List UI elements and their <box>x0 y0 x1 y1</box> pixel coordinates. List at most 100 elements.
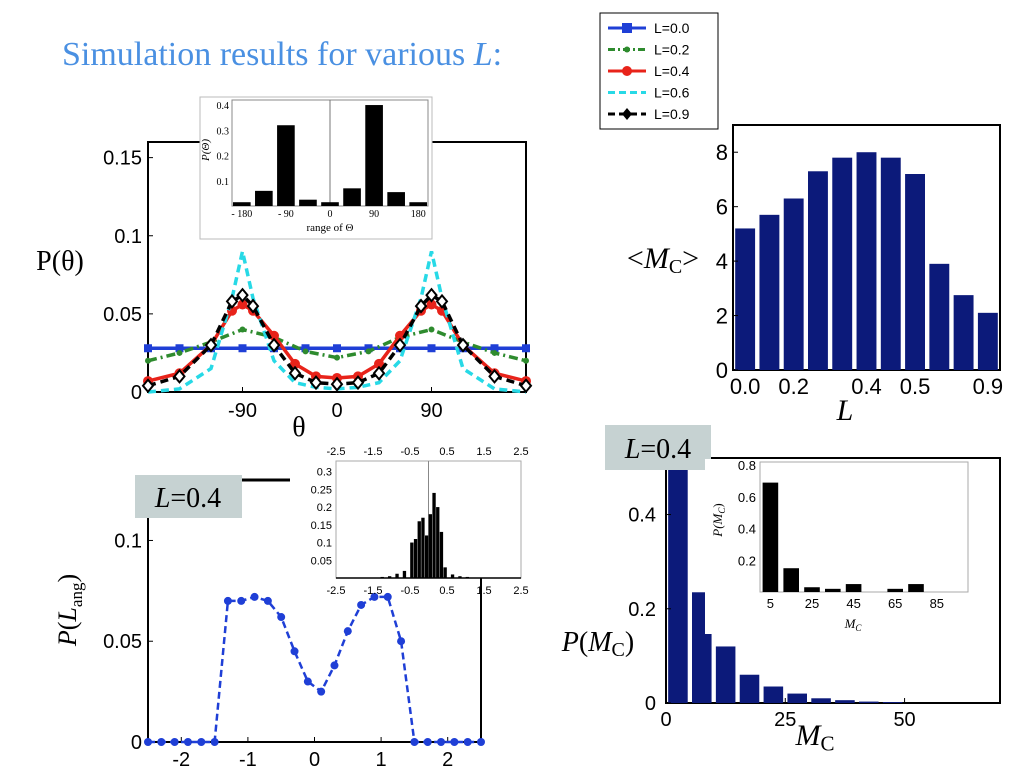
l04-badge-left <box>135 475 242 518</box>
pmc-bar <box>715 646 736 703</box>
lang-xtick-label: 0 <box>309 749 320 768</box>
theta-point <box>334 354 340 361</box>
pmc-plot-frame <box>665 457 1001 704</box>
pmc-inset-ylabel: P(MC) <box>710 503 727 538</box>
theta-point <box>414 298 428 314</box>
theta-point <box>522 344 530 353</box>
theta-point <box>491 349 498 356</box>
pmc-inset-bar <box>887 588 903 592</box>
lang-xtick-label: -1 <box>239 749 257 768</box>
pmc-ytick-label: 0 <box>645 693 656 715</box>
lang-inset-xtick-label: 0.5 <box>439 585 454 597</box>
theta-ytick-label: 0.15 <box>103 148 142 170</box>
theta-point <box>144 344 152 353</box>
theta-point <box>372 365 386 381</box>
lang-point <box>223 596 232 605</box>
theta-inset-xtick-label: 0 <box>328 209 333 220</box>
lang-series-line <box>148 595 481 744</box>
lang-inset-bar <box>417 521 421 578</box>
theta-point <box>237 299 248 310</box>
mc-xlabel: L <box>836 394 854 427</box>
pmc-bar <box>882 702 903 703</box>
theta-point <box>374 358 384 369</box>
pmc-inset-xtick-label: 5 <box>767 596 774 611</box>
theta-inset-bar <box>365 105 383 206</box>
lang-inset-bar <box>443 567 447 578</box>
lang-inset-ytick-label: 0.15 <box>311 520 332 532</box>
mc-ytick-label: 2 <box>716 304 728 329</box>
mc-ytick-label: 8 <box>716 140 728 165</box>
l04-badge-right-text: L=0.4 <box>624 434 691 465</box>
theta-inset-xtick-label: 180 <box>411 209 426 220</box>
legend-label: L=0.4 <box>654 63 690 79</box>
lang-inset-bar <box>387 576 392 578</box>
title-var: L <box>473 36 493 73</box>
lang-inset-xtick-label: -1.5 <box>364 585 383 597</box>
theta-point <box>426 299 437 310</box>
pmc-inset-xtick-label: 65 <box>888 596 902 611</box>
lang-xtick-label: 2 <box>442 749 453 768</box>
lang-point <box>263 596 272 605</box>
lang-ytick-label: 0.1 <box>114 530 142 552</box>
theta-point <box>435 293 449 309</box>
lang-inset-top-xtick-label: -2.5 <box>327 446 346 458</box>
theta-ytick-label: 0 <box>131 382 142 404</box>
theta-inset-xlabel: range of Θ <box>306 222 353 234</box>
theta-inset-ytick-label: 0.1 <box>217 177 230 188</box>
theta-inset-bar <box>387 192 405 206</box>
lang-inset-ytick-label: 0.05 <box>311 555 332 567</box>
theta-point <box>225 293 239 309</box>
theta-inset-ytick-label: 0.4 <box>217 101 230 112</box>
mc-bar <box>808 171 828 370</box>
mc-xtick-label: 0.4 <box>851 374 882 399</box>
mc-xtick-label: 0.0 <box>730 374 761 399</box>
lang-point <box>370 592 379 601</box>
lang-point <box>437 738 446 746</box>
pmc-inset-bar <box>908 584 924 592</box>
theta-point <box>425 287 438 303</box>
mc-bar <box>880 157 901 370</box>
lang-point <box>170 738 179 746</box>
slide-title: Simulation results for various L: <box>62 36 502 74</box>
mc-ytick-label: 0 <box>716 358 728 383</box>
legend-label: L=0.0 <box>654 20 690 36</box>
lang-point <box>330 661 339 670</box>
lang-inset-bar <box>402 570 407 578</box>
lang-inset-ytick-label: 0.2 <box>317 502 332 514</box>
pmc-xlabel: MC <box>794 719 834 755</box>
theta-point <box>239 326 246 333</box>
legend-marker <box>622 66 632 76</box>
lang-point <box>250 592 259 601</box>
pmc-inset-xtick-label: 45 <box>846 596 860 611</box>
pmc-inset-ytick-label: 0.6 <box>738 490 756 505</box>
title-text: Simulation results for various <box>62 36 474 73</box>
theta-inset-xtick-label: - 90 <box>278 209 294 220</box>
mc-ylabel: <MC> <box>627 242 699 278</box>
legend-marker <box>622 108 632 120</box>
pmc-inset-bar <box>762 482 779 592</box>
lang-point <box>410 738 419 746</box>
theta-point <box>238 344 247 353</box>
mc-xtick-label: 0.9 <box>973 374 1004 399</box>
pmc-inset-bar <box>783 568 799 592</box>
lang-point <box>423 738 432 746</box>
theta-ylabel: P(θ) <box>36 246 84 277</box>
theta-point <box>428 326 435 333</box>
pmc-inset-ytick-label: 0.8 <box>738 458 756 473</box>
pmc-ylabel: P(MC) <box>561 627 634 661</box>
theta-series-line <box>147 250 527 394</box>
lang-ytick-label: 0 <box>131 732 142 754</box>
lang-inset-ytick-label: 0.1 <box>317 538 332 550</box>
theta-inset-ytick-label: 0.3 <box>217 126 230 137</box>
theta-point <box>393 337 407 353</box>
lang-inset-top-xtick-label: -1.5 <box>364 446 383 458</box>
lang-inset-bar <box>421 517 425 578</box>
lang-inset-bar <box>439 531 444 578</box>
theta-point <box>365 348 372 355</box>
theta-ytick-label: 0.1 <box>114 226 142 248</box>
theta-point <box>333 344 341 353</box>
theta-point <box>523 357 529 364</box>
theta-point <box>290 358 300 369</box>
lang-inset-bar <box>432 492 436 578</box>
